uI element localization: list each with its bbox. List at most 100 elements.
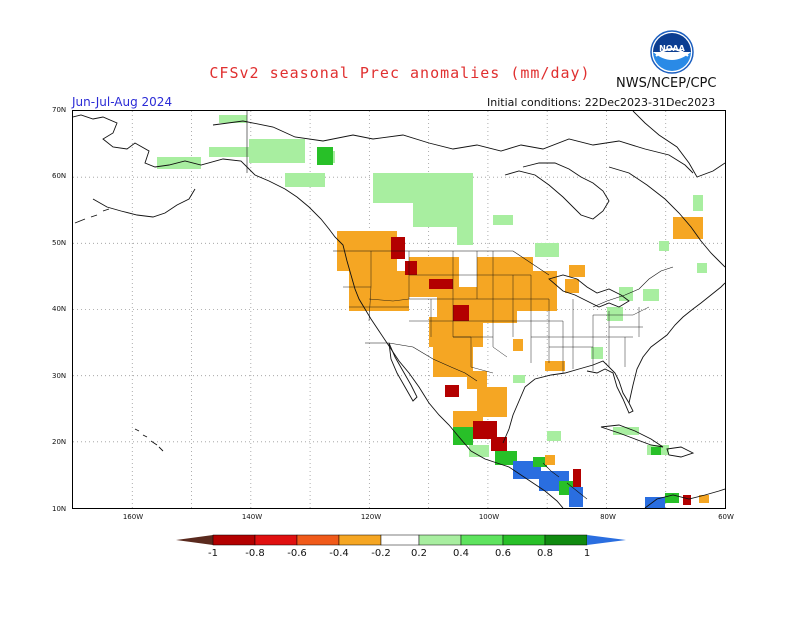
anomaly-cell <box>645 497 665 508</box>
colorbar-tick-label: 0.2 <box>411 548 427 559</box>
anomaly-cell <box>445 385 459 397</box>
lon-label: 80W <box>600 513 616 521</box>
coastline-alaska-peninsula <box>92 188 196 218</box>
anomaly-cell <box>697 263 707 273</box>
lat-label: 70N <box>52 106 67 114</box>
anomaly-cell <box>405 261 417 275</box>
lat-label: 40N <box>52 305 67 313</box>
great-lakes <box>548 274 630 308</box>
colorbar-tick-label: -1 <box>208 548 218 559</box>
colorbar-swatch <box>460 534 504 546</box>
coastline-hudson-bay <box>504 162 610 220</box>
anomaly-cell <box>317 147 333 165</box>
lon-label: 60W <box>718 513 734 521</box>
colorbar-tick-label: -0.6 <box>287 548 307 559</box>
anomaly-cell <box>513 375 525 383</box>
coastline-labrador <box>608 166 725 268</box>
lon-label: 160W <box>122 513 144 521</box>
colorbar-swatch <box>254 534 298 546</box>
colorbar-tick-label: -0.8 <box>245 548 265 559</box>
anomaly-cell <box>495 451 517 465</box>
coastlines <box>73 111 725 508</box>
anomaly-cell <box>535 243 559 257</box>
state-borders <box>343 251 650 374</box>
anomaly-cell <box>453 427 473 445</box>
border-us-canada <box>333 250 674 308</box>
forecast-period: Jun-Jul-Aug 2024 <box>72 95 173 109</box>
colorbar-swatch <box>418 534 462 546</box>
precip-anomaly-map <box>73 111 725 508</box>
noaa-logo-icon: NOAA <box>650 30 694 74</box>
coastline-south-america <box>644 488 725 508</box>
lon-label: 120W <box>360 513 382 521</box>
initial-conditions: Initial conditions: 22Dec2023-31Dec2023 <box>487 96 716 109</box>
colorbar-swatch-under <box>176 535 213 545</box>
colorbar-swatch <box>502 534 546 546</box>
noaa-logo-text: NOAA <box>659 44 685 53</box>
anomaly-cell <box>569 265 585 277</box>
colorbar-tick-label: 0.4 <box>453 548 469 559</box>
coastline-hawaii <box>134 428 164 452</box>
anomaly-cell <box>651 447 661 455</box>
anomaly-cell <box>157 157 201 169</box>
colorbar-tick-label: -0.2 <box>371 548 391 559</box>
anomaly-cell <box>683 495 691 505</box>
anomaly-cell <box>285 173 325 187</box>
coastline-cuba <box>600 424 664 448</box>
anomaly-cell <box>467 371 487 389</box>
anomaly-cell <box>429 279 453 289</box>
anomaly-cell <box>569 487 583 507</box>
anomaly-cell <box>607 307 623 321</box>
anomaly-cell <box>349 271 409 311</box>
colorbar-swatch <box>380 534 420 546</box>
anomaly-cell <box>413 201 473 227</box>
anomaly-cell <box>517 271 557 311</box>
anomaly-shading <box>157 115 709 508</box>
political-borders <box>246 111 674 500</box>
anomaly-cell <box>469 445 489 457</box>
anomaly-cell <box>665 493 679 503</box>
anomaly-cell <box>547 431 561 441</box>
lat-label: 20N <box>52 438 67 446</box>
lat-label: 10N <box>52 505 67 513</box>
anomaly-cell <box>429 317 483 347</box>
colorbar-swatch <box>296 534 340 546</box>
anomaly-cell <box>591 347 603 359</box>
coastline-hispaniola <box>666 446 695 458</box>
anomaly-cell <box>659 241 669 251</box>
coastline-west <box>73 114 564 508</box>
colorbar-swatch <box>544 534 588 546</box>
border-us-mexico <box>365 342 478 382</box>
colorbar-tick-label: 1 <box>583 548 591 559</box>
coastline-aleutians <box>74 208 110 224</box>
coastline-east <box>628 282 725 404</box>
coastline-gulf <box>502 360 634 444</box>
lon-label: 100W <box>478 513 500 521</box>
coastline-baja <box>388 342 418 402</box>
anomaly-cell <box>391 237 405 259</box>
anomaly-cell <box>545 455 555 465</box>
lat-label: 50N <box>52 239 67 247</box>
colorbar-tick-label: 0.6 <box>495 548 511 559</box>
coastline-greenland <box>632 111 725 178</box>
anomaly-cell <box>533 457 547 467</box>
anomaly-cell <box>613 427 639 435</box>
colorbar-swatch-over <box>587 535 626 545</box>
lat-label: 30N <box>52 372 67 380</box>
anomaly-cell <box>573 469 581 489</box>
anomaly-cell <box>249 139 305 163</box>
border-central-america <box>542 462 588 500</box>
anomaly-cell <box>209 147 249 157</box>
anomaly-cell <box>693 195 703 211</box>
colorbar-swatch <box>338 534 382 546</box>
anomaly-cell <box>565 279 579 293</box>
anomaly-cell <box>457 223 473 245</box>
anomaly-cell <box>619 287 633 301</box>
colorbar-tick-label: 0.8 <box>537 548 553 559</box>
map-title: CFSv2 seasonal Prec anomalies (mm/day) <box>209 64 591 82</box>
agency-label: NWS/NCEP/CPC <box>616 76 717 91</box>
anomaly-cell <box>699 495 709 503</box>
anomaly-cell <box>219 115 247 123</box>
anomaly-cell <box>513 339 523 351</box>
anomaly-cell <box>473 421 497 439</box>
